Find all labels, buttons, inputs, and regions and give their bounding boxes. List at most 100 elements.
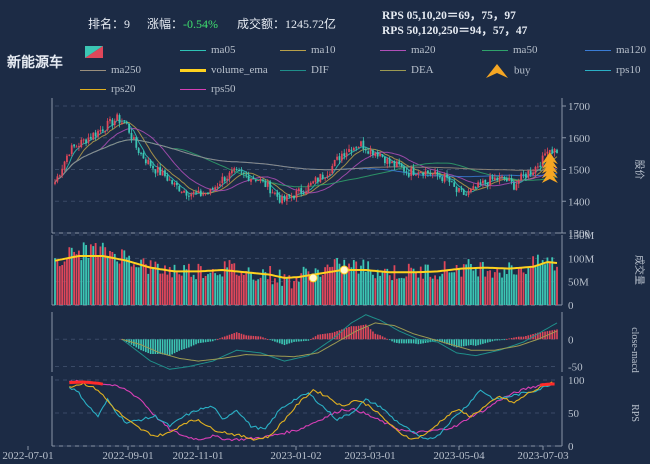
macd-hist-bar [262,337,264,340]
volume-bar [87,258,90,305]
macd-hist-bar [529,334,532,340]
macd-hist-bar [278,339,281,344]
candle-body [207,192,209,194]
volume-bar [474,268,477,305]
volume-bar [185,269,188,305]
candle-body [269,181,272,194]
volume-bar [553,270,556,305]
volume-bar [364,271,367,305]
candle-body [343,153,346,157]
candle-body [159,166,162,176]
macd-hist-bar [388,339,391,341]
legend-item-ma250[interactable]: ma250 [80,64,141,76]
volume-bar [529,267,532,305]
candle-body [266,182,269,187]
turnover-label: 成交额：1245.72亿 [237,17,337,31]
candle-body [348,148,350,153]
macd-hist-bar [252,335,255,340]
candle-body [278,195,281,203]
candle-body [171,180,174,184]
candle-body [89,136,92,139]
candle-body [431,173,434,175]
legend-label: ma20 [411,44,436,56]
legend-item-volume_ema[interactable]: volume_ema [180,64,268,76]
candle-body [376,152,379,157]
candle-body [364,149,367,151]
volume-bar [178,274,181,305]
volume-tick-label: 150M [568,230,595,242]
candle-body [259,179,262,181]
macd-hist-bar [243,334,245,340]
macd-hist-bar [522,336,525,340]
legend-item-buy[interactable]: buy [486,64,531,78]
volume-bar [159,273,162,305]
macd-hist-bar [355,326,357,340]
macd-hist-bar [324,333,326,340]
volume-bar [164,265,166,305]
macd-hist-bar [460,339,463,347]
legend-item-ma05[interactable]: ma05 [180,44,235,56]
volume-bar [333,259,336,305]
macd-hist-bar [271,339,274,341]
legend-item-rps10[interactable]: rps10 [585,64,640,76]
volume-bar [427,264,429,305]
buy-signal-icon [541,161,558,174]
volume-bar [116,261,119,305]
candle-body [481,180,484,184]
volume-bar [551,257,554,305]
legend-item-rps50[interactable]: rps50 [180,83,235,95]
volume-bar [297,281,300,305]
legend-item-ma10[interactable]: ma10 [280,44,335,56]
macd-hist-bar [482,339,484,344]
macd-hist-bar [231,333,233,340]
legend-candle[interactable] [85,46,103,61]
candle-body [192,191,195,194]
macd-hist-bar [329,333,331,340]
candle-body [132,137,135,140]
volume-bar [515,274,518,305]
macd-hist-bar [343,328,346,340]
candle-body [309,182,312,186]
macd-tick-label: -50 [568,362,583,374]
volume-bar [410,267,413,305]
legend-swatch [280,49,306,51]
macd-hist-bar [544,331,546,340]
candle-body [369,149,372,155]
macd-hist-bar [424,339,427,343]
legend-item-ma20[interactable]: ma20 [380,44,435,56]
legend-swatch [380,69,406,71]
macd-hist-bar [462,339,465,347]
legend-item-DIF[interactable]: DIF [280,64,329,76]
candle-body [374,152,377,156]
macd-hist-bar [403,339,405,344]
macd-hist-bar [154,339,157,354]
volume-bar [245,271,248,305]
candle-body [357,146,360,148]
volume-bar [92,246,95,305]
macd-hist-bar [264,338,267,340]
candle-legend-icon [85,46,103,58]
volume-bar [362,259,365,305]
legend-item-ma50[interactable]: ma50 [482,44,537,56]
macd-hist-bar [326,333,329,340]
candle-body [386,158,389,165]
volume-bar [455,264,458,305]
candle-body [125,122,128,124]
volume-bar [546,257,549,305]
candle-body [467,191,470,195]
volume-bar [89,244,92,305]
legend-item-DEA[interactable]: DEA [380,64,434,76]
legend-item-rps20[interactable]: rps20 [80,83,135,95]
macd-hist-bar [501,339,503,341]
candle-body [544,153,546,156]
macd-hist-bar [204,339,207,343]
volume-bar [149,260,152,305]
macd-hist-bar [405,339,408,344]
volume-bar [214,273,217,305]
top-stats: 排名：9 涨幅：-0.54% 成交额：1245.72亿 [88,15,340,32]
legend-item-ma120[interactable]: ma120 [585,44,646,56]
volume-bar [472,270,475,305]
volume-bar [391,280,393,305]
legend-label: ma50 [513,44,538,56]
macd-hist-bar [508,338,510,340]
